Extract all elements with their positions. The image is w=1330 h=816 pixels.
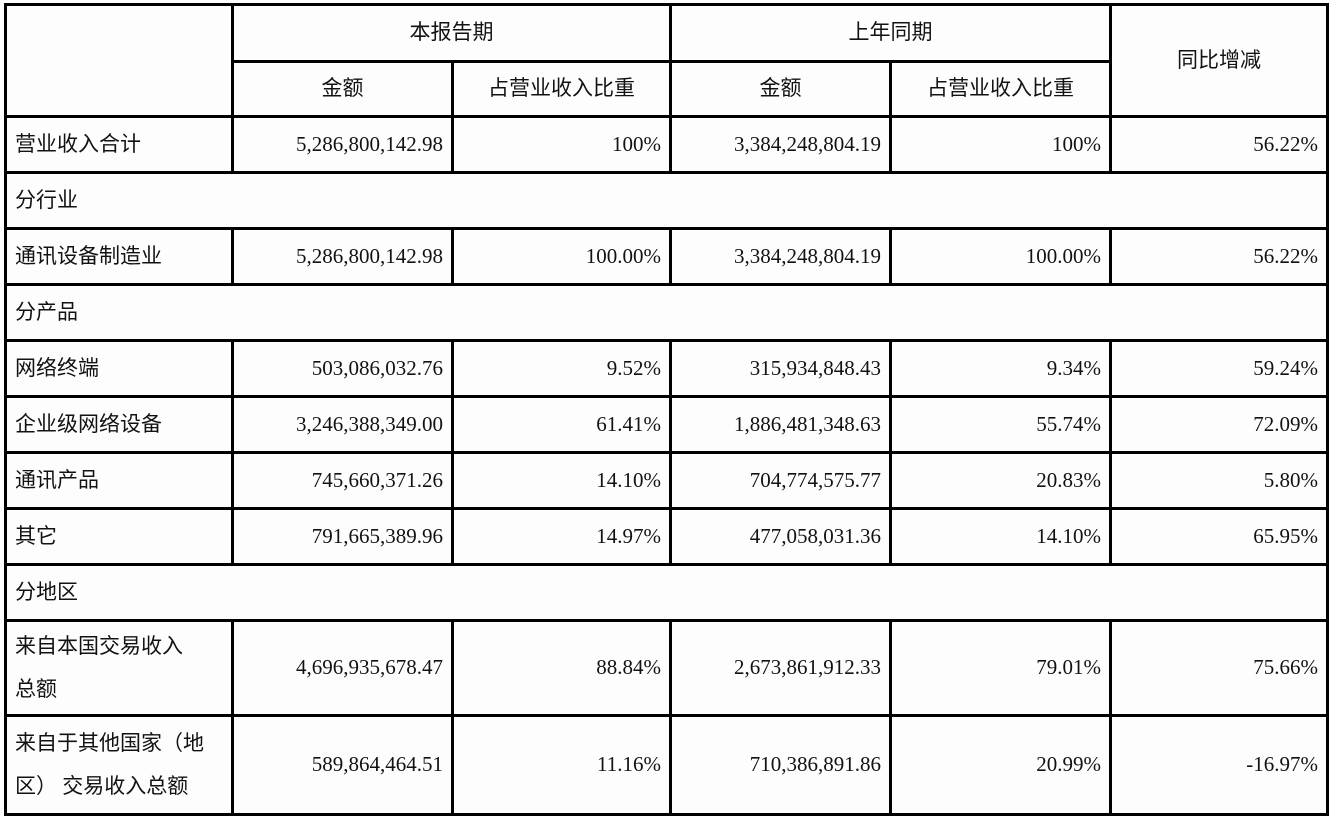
current-proportion-cell: 11.16% <box>451 714 672 816</box>
current-amount-cell: 589,864,464.51 <box>231 714 454 816</box>
section-label-cell: 分行业 <box>4 171 1329 230</box>
row-label-cell: 来自于其他国家（地 区） 交易收入总额 <box>4 714 234 816</box>
current-amount-cell: 745,660,371.26 <box>231 451 454 510</box>
current-proportion-cell: 100.00% <box>451 227 672 286</box>
prior-proportion-cell: 20.99% <box>889 714 1112 816</box>
table-row: 通讯产品 745,660,371.26 14.10% 704,774,575.7… <box>4 451 1329 510</box>
prior-proportion-header: 占营业收入比重 <box>889 60 1112 118</box>
current-amount-cell: 4,696,935,678.47 <box>231 619 454 717</box>
yoy-change-cell: 72.09% <box>1109 395 1329 454</box>
current-amount-cell: 5,286,800,142.98 <box>231 227 454 286</box>
current-amount-cell: 503,086,032.76 <box>231 339 454 398</box>
current-proportion-cell: 9.52% <box>451 339 672 398</box>
prior-amount-header: 金额 <box>669 60 892 118</box>
prior-amount-cell: 3,384,248,804.19 <box>669 115 892 174</box>
table-row: 来自于其他国家（地 区） 交易收入总额 589,864,464.51 11.16… <box>4 714 1329 816</box>
prior-amount-cell: 710,386,891.86 <box>669 714 892 816</box>
prior-proportion-cell: 79.01% <box>889 619 1112 717</box>
prior-amount-cell: 2,673,861,912.33 <box>669 619 892 717</box>
prior-amount-cell: 315,934,848.43 <box>669 339 892 398</box>
section-row: 分行业 <box>4 171 1329 230</box>
row-label-cell: 通讯设备制造业 <box>4 227 234 286</box>
prior-proportion-cell: 100.00% <box>889 227 1112 286</box>
current-proportion-cell: 100% <box>451 115 672 174</box>
yoy-change-cell: 65.95% <box>1109 507 1329 566</box>
revenue-breakdown-table: 本报告期 上年同期 同比增减 金额 占营业收入比重 金额 占营业收入比重 营业收… <box>4 3 1329 816</box>
table-row: 通讯设备制造业 5,286,800,142.98 100.00% 3,384,2… <box>4 227 1329 286</box>
prior-amount-cell: 3,384,248,804.19 <box>669 227 892 286</box>
yoy-change-cell: -16.97% <box>1109 714 1329 816</box>
prior-amount-cell: 704,774,575.77 <box>669 451 892 510</box>
table-row: 营业收入合计 5,286,800,142.98 100% 3,384,248,8… <box>4 115 1329 174</box>
row-label-cell: 通讯产品 <box>4 451 234 510</box>
current-amount-cell: 3,246,388,349.00 <box>231 395 454 454</box>
section-row: 分产品 <box>4 283 1329 342</box>
row-label-cell: 来自本国交易收入 总额 <box>4 619 234 717</box>
yoy-change-cell: 56.22% <box>1109 115 1329 174</box>
corner-header-cell <box>4 3 234 118</box>
current-proportion-cell: 88.84% <box>451 619 672 717</box>
prior-proportion-cell: 14.10% <box>889 507 1112 566</box>
section-label-cell: 分地区 <box>4 563 1329 622</box>
section-label-cell: 分产品 <box>4 283 1329 342</box>
yoy-change-cell: 56.22% <box>1109 227 1329 286</box>
current-proportion-header: 占营业收入比重 <box>451 60 672 118</box>
current-proportion-cell: 14.97% <box>451 507 672 566</box>
financial-table: 本报告期 上年同期 同比增减 金额 占营业收入比重 金额 占营业收入比重 营业收… <box>4 3 1329 816</box>
current-proportion-cell: 61.41% <box>451 395 672 454</box>
prior-proportion-cell: 55.74% <box>889 395 1112 454</box>
current-amount-cell: 5,286,800,142.98 <box>231 115 454 174</box>
row-label-cell: 网络终端 <box>4 339 234 398</box>
prior-proportion-cell: 20.83% <box>889 451 1112 510</box>
table-row: 企业级网络设备 3,246,388,349.00 61.41% 1,886,48… <box>4 395 1329 454</box>
yoy-change-header: 同比增减 <box>1109 3 1329 118</box>
row-label-cell: 营业收入合计 <box>4 115 234 174</box>
yoy-change-cell: 75.66% <box>1109 619 1329 717</box>
row-label-cell: 企业级网络设备 <box>4 395 234 454</box>
table-row: 其它 791,665,389.96 14.97% 477,058,031.36 … <box>4 507 1329 566</box>
current-amount-header: 金额 <box>231 60 454 118</box>
current-amount-cell: 791,665,389.96 <box>231 507 454 566</box>
prior-proportion-cell: 9.34% <box>889 339 1112 398</box>
section-row: 分地区 <box>4 563 1329 622</box>
prior-amount-cell: 477,058,031.36 <box>669 507 892 566</box>
yoy-change-cell: 5.80% <box>1109 451 1329 510</box>
yoy-change-cell: 59.24% <box>1109 339 1329 398</box>
current-period-header: 本报告期 <box>231 3 672 63</box>
prior-period-header: 上年同期 <box>669 3 1112 63</box>
table-row: 网络终端 503,086,032.76 9.52% 315,934,848.43… <box>4 339 1329 398</box>
current-proportion-cell: 14.10% <box>451 451 672 510</box>
row-label-cell: 其它 <box>4 507 234 566</box>
prior-proportion-cell: 100% <box>889 115 1112 174</box>
table-row: 来自本国交易收入 总额 4,696,935,678.47 88.84% 2,67… <box>4 619 1329 717</box>
prior-amount-cell: 1,886,481,348.63 <box>669 395 892 454</box>
